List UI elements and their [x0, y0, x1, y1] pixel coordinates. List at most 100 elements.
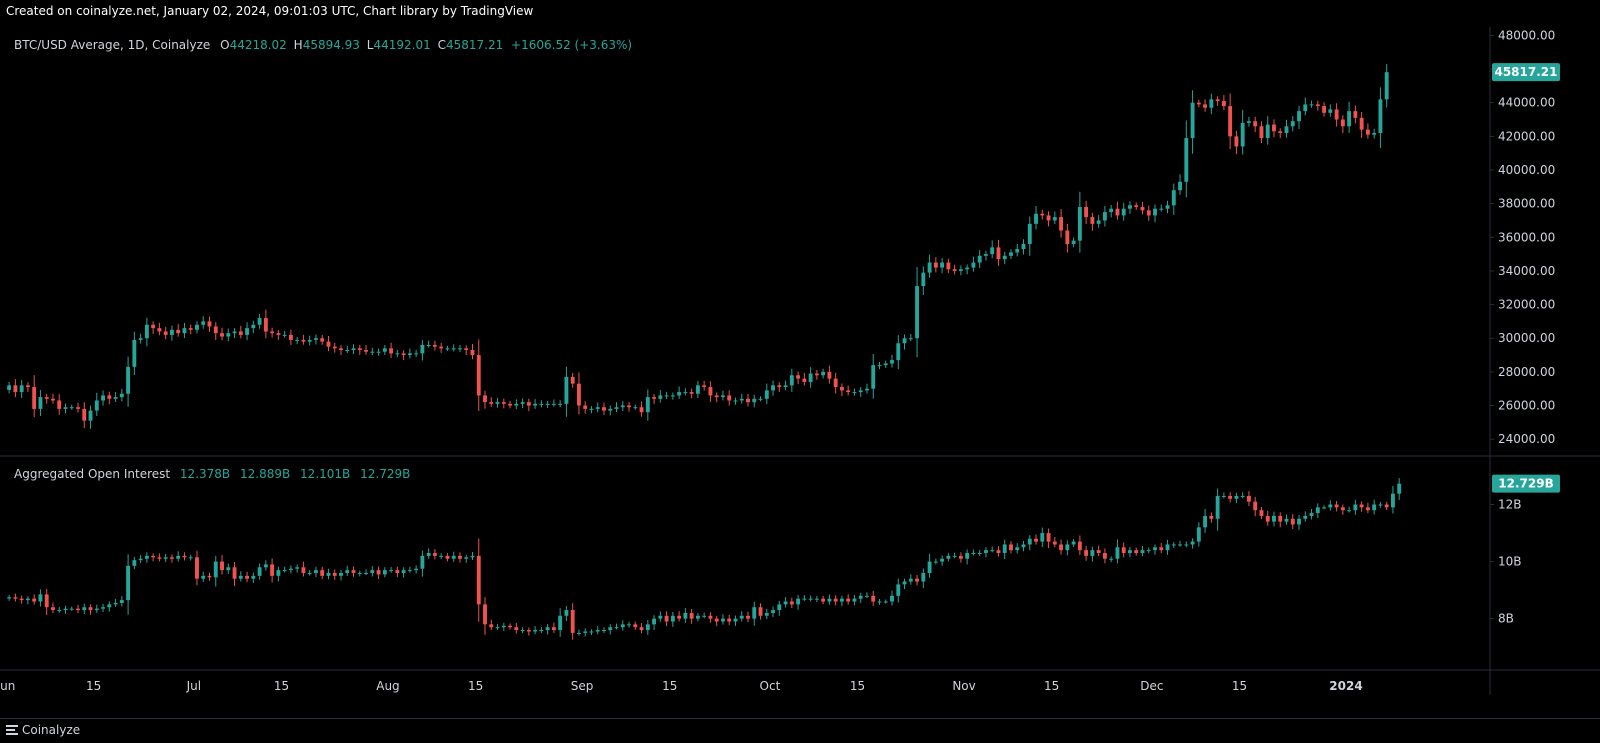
- oi-candle-body: [1290, 518, 1295, 525]
- price-candle-body: [38, 397, 43, 409]
- price-candle-body: [883, 363, 888, 366]
- oi-candle-body: [1165, 544, 1170, 551]
- oi-candle-body: [1378, 504, 1383, 506]
- oi-candle-body: [996, 550, 1001, 554]
- oi-candle-body: [764, 612, 769, 616]
- oi-candle-body: [1121, 547, 1126, 554]
- oi-candle-body: [833, 598, 838, 602]
- oi-candle-body: [1015, 547, 1020, 551]
- oi-candle-body: [483, 604, 487, 625]
- price-candle-body: [226, 333, 231, 337]
- price-candle-body: [996, 247, 1001, 260]
- price-candle-body: [1146, 210, 1151, 216]
- oi-candle-body: [558, 615, 563, 631]
- price-candle-body: [1297, 111, 1301, 122]
- price-candle-body: [1347, 111, 1352, 127]
- price-candle-body: [1334, 109, 1339, 120]
- price-candle-body: [445, 348, 450, 350]
- price-candle-body: [658, 395, 663, 399]
- oi-candle-body: [288, 568, 293, 571]
- price-candle-body: [57, 400, 62, 409]
- price-candle-body: [1077, 207, 1082, 241]
- oi-legend-open: 12.378B: [179, 467, 231, 481]
- oi-candle-body: [714, 618, 719, 622]
- oi-candle-body: [445, 555, 450, 559]
- price-candle-body: [1134, 205, 1139, 208]
- oi-candle-body: [746, 615, 750, 619]
- price-candle-body: [357, 348, 362, 351]
- price-candle-body: [520, 402, 525, 404]
- price-candle-body: [908, 338, 913, 340]
- price-candle-body: [13, 385, 18, 393]
- price-candle-body: [163, 331, 168, 335]
- oi-candle-body: [789, 601, 794, 605]
- oi-candle-body: [282, 570, 287, 572]
- oi-candle-body: [1203, 515, 1208, 528]
- legend-close: 45817.21: [445, 38, 504, 52]
- oi-candle-body: [1046, 533, 1051, 542]
- oi-candle-body: [1322, 507, 1327, 509]
- oi-candle-body: [808, 598, 813, 600]
- oi-candle-body: [1196, 527, 1201, 542]
- oi-candle-body: [1040, 533, 1045, 542]
- brand-label: Coinalyze: [22, 723, 81, 737]
- oi-candle-body: [1315, 507, 1320, 514]
- oi-candle-body: [683, 612, 688, 619]
- brand[interactable]: Coinalyze: [6, 723, 80, 737]
- oi-candle-body: [858, 595, 863, 599]
- price-legend-title: BTC/USD Average, 1D, Coinalyze: [14, 38, 211, 52]
- oi-candle-body: [1397, 483, 1402, 494]
- legend-open-key: O: [220, 38, 230, 52]
- oi-candle-body: [407, 570, 412, 572]
- oi-candle-body: [276, 570, 281, 576]
- oi-legend-low: 12.101B: [300, 467, 351, 481]
- oi-candle-body: [1115, 547, 1120, 559]
- oi-candle-body: [51, 607, 55, 611]
- price-candle-body: [1084, 207, 1089, 218]
- price-candle-body: [7, 385, 12, 390]
- price-candle-body: [113, 397, 118, 399]
- price-candle-body: [789, 375, 794, 386]
- oi-candle-body: [739, 615, 744, 619]
- price-candle-body: [902, 338, 907, 344]
- price-candle-body: [670, 395, 675, 397]
- oi-candle-body: [508, 625, 513, 628]
- price-candle-body: [1052, 217, 1057, 221]
- oi-candle-body: [207, 575, 212, 578]
- price-candle-body: [276, 333, 281, 335]
- price-candle-body: [232, 331, 237, 334]
- oi-candle-body: [1077, 541, 1082, 551]
- oi-legend-high: 12.889B: [239, 467, 291, 481]
- price-candle-body: [689, 392, 694, 394]
- oi-candle-body: [301, 567, 306, 573]
- price-candle-body: [407, 353, 412, 356]
- oi-candle-body: [157, 557, 162, 559]
- price-candle-body: [714, 395, 719, 398]
- price-candle-body: [739, 398, 744, 401]
- price-candle-body: [44, 397, 49, 399]
- price-candle-body: [288, 334, 293, 340]
- price-candle-body: [802, 378, 807, 382]
- price-candle-body: [746, 398, 750, 403]
- oi-candle-body: [1190, 541, 1195, 545]
- price-ytick-label: 36000.00: [1498, 230, 1555, 244]
- oi-candle-body: [169, 557, 174, 559]
- price-candle-body: [627, 405, 631, 408]
- oi-candle-body: [1297, 518, 1301, 525]
- price-candle-body: [1384, 72, 1389, 100]
- price-candle-body: [683, 392, 688, 394]
- oi-candle-body: [464, 557, 469, 559]
- price-candle-body: [1165, 205, 1170, 209]
- oi-candle-body: [652, 618, 657, 625]
- oi-candle-body: [890, 595, 894, 602]
- price-candle-body: [1096, 220, 1101, 224]
- oi-candle-body: [226, 567, 231, 571]
- oi-candle-body: [1034, 538, 1038, 542]
- price-candle-body: [733, 400, 738, 402]
- time-axis-label: Jul: [186, 679, 201, 693]
- price-last-value-label: 45817.21: [1494, 65, 1557, 79]
- oi-candle-body: [345, 570, 350, 573]
- oi-candle-body: [195, 557, 199, 579]
- oi-candle-body: [670, 615, 675, 622]
